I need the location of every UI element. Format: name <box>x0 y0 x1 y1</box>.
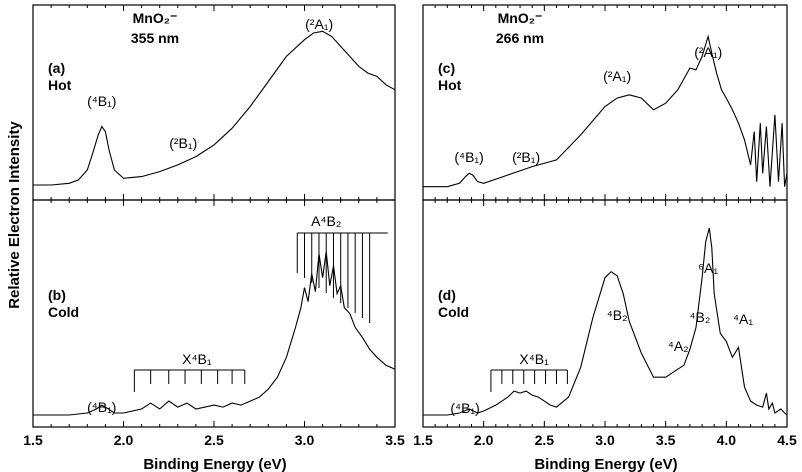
panel-label: (c) <box>438 60 455 76</box>
spectrum-line-b <box>33 251 396 416</box>
x-tick-label: 4.5 <box>777 432 797 448</box>
peak-annotation: ⁶A₁ <box>698 260 718 276</box>
x-tick-label: 2.0 <box>114 432 134 448</box>
peak-annotation: (²A₁) <box>694 44 722 60</box>
panel-condition: Hot <box>48 77 72 93</box>
panel-label: (b) <box>48 287 66 303</box>
x-tick-label: 1.5 <box>23 432 43 448</box>
panel-frame-c <box>422 4 788 201</box>
panel-label: (d) <box>438 287 456 303</box>
x-tick-label: 2.0 <box>474 432 494 448</box>
peak-annotation: (²B₁) <box>169 135 197 151</box>
panel-condition: Hot <box>438 77 462 93</box>
peak-annotation: (²B₁) <box>512 149 540 165</box>
peak-annotation: (⁴B₁) <box>87 93 116 109</box>
x-tick-label: 3.0 <box>295 432 315 448</box>
peak-annotation: (⁴B₁) <box>450 400 479 416</box>
x-tick-label: 3.5 <box>656 432 676 448</box>
peak-annotation: X⁴B₁ <box>519 351 549 367</box>
panel-condition: Cold <box>438 304 469 320</box>
panel-condition: Cold <box>48 304 79 320</box>
spectrum-line-c <box>423 34 788 188</box>
spectrum-line-d <box>423 227 788 416</box>
x-tick-label: 3.5 <box>385 432 405 448</box>
x-tick-label: 2.5 <box>204 432 224 448</box>
peak-annotation: X⁴B₁ <box>182 351 212 367</box>
spectrum-line-a <box>33 30 396 186</box>
panel-title: MnO₂⁻ <box>133 10 178 26</box>
x-tick-label: 3.0 <box>595 432 615 448</box>
x-axis-label-right: Binding Energy (eV) <box>534 456 677 472</box>
panel-wavelength: 266 nm <box>496 30 544 46</box>
x-tick-label: 4.0 <box>717 432 737 448</box>
peak-annotation: ⁴B₂ <box>690 309 711 325</box>
panel-label: (a) <box>48 60 65 76</box>
x-axis-label-left: Binding Energy (eV) <box>143 456 286 472</box>
peak-annotation: (²A₁) <box>603 68 631 84</box>
peak-annotation: ⁴B₂ <box>607 307 628 323</box>
x-tick-label: 1.5 <box>413 432 433 448</box>
x-tick-label: 2.5 <box>535 432 555 448</box>
peak-annotation: ⁴A₁ <box>733 311 753 327</box>
peak-annotation: (²A₁) <box>305 16 333 32</box>
peak-annotation: (⁴B₁) <box>87 399 116 415</box>
peak-annotation: ⁴A₂ <box>668 338 689 354</box>
peak-annotation: (⁴B₁) <box>454 149 483 165</box>
panel-wavelength: 355 nm <box>131 30 179 46</box>
y-axis-label: Relative Electron Intensity <box>6 121 23 309</box>
panel-title: MnO₂⁻ <box>498 10 543 26</box>
peak-annotation: A⁴B₂ <box>311 213 341 229</box>
